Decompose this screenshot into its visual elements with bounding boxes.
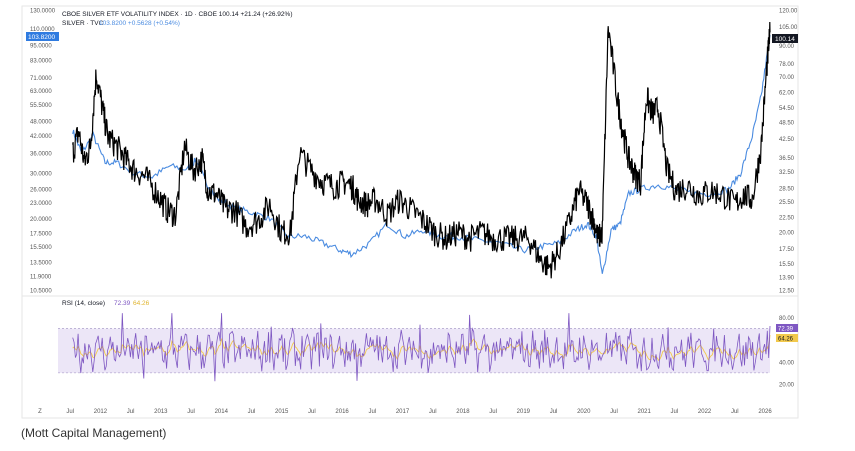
time-axis-tick-label: 2017 bbox=[396, 409, 410, 415]
right-axis-tick-label: 22.50 bbox=[779, 216, 795, 222]
rsi-badge-yellow-bg bbox=[776, 334, 798, 342]
header-silver-value: 103.8200 +0.5628 (+0.54%) bbox=[99, 20, 180, 27]
right-axis-tick-label: 36.50 bbox=[779, 156, 795, 162]
right-axis-tick-label: 78.00 bbox=[779, 62, 795, 68]
right-axis-tick-label: 15.50 bbox=[779, 262, 795, 268]
rsi-ma-value: 64.26 bbox=[133, 300, 150, 307]
left-axis-tick-label: 13.5000 bbox=[30, 261, 52, 267]
time-axis-tick-label: Jul bbox=[66, 409, 74, 415]
right-axis-tick-label: 42.50 bbox=[779, 137, 795, 143]
time-axis-tick-label: 2014 bbox=[215, 409, 229, 415]
time-axis-tick-label: 2021 bbox=[637, 409, 651, 415]
time-axis-tick-label: 2016 bbox=[335, 409, 349, 415]
right-axis-tick-label: 13.90 bbox=[779, 275, 795, 281]
left-axis-tick-label: 30.0000 bbox=[30, 172, 52, 178]
right-axis-tick-label: 54.50 bbox=[779, 106, 795, 112]
left-current-badge-bg bbox=[26, 32, 59, 41]
time-axis-tick-label: 2012 bbox=[94, 409, 108, 415]
right-axis-tick-label: 105.00 bbox=[779, 25, 798, 31]
left-axis-tick-label: 26.0000 bbox=[30, 188, 52, 194]
left-axis-tick-label: 42.0000 bbox=[30, 134, 52, 140]
rsi-ma-line bbox=[72, 334, 771, 362]
time-axis-tick-label: Jul bbox=[308, 409, 316, 415]
right-axis-tick-label: 28.50 bbox=[779, 186, 795, 192]
time-axis-tick-label: Jul bbox=[731, 409, 739, 415]
rsi-series bbox=[72, 313, 771, 382]
time-axis-tick-label: Z bbox=[38, 409, 42, 415]
time-axis-tick-label: Jul bbox=[550, 409, 558, 415]
rsi-axis-tick-label: 80.00 bbox=[779, 316, 795, 322]
right-axis-tick-label: 32.50 bbox=[779, 170, 795, 176]
left-axis-tick-label: 130.0000 bbox=[30, 9, 56, 15]
left-axis-tick-label: 15.5000 bbox=[30, 245, 52, 251]
right-axis-tick-label: 25.50 bbox=[779, 200, 795, 206]
right-current-badge-bg bbox=[772, 34, 798, 43]
rsi-badge-yellow: 64.26 bbox=[778, 337, 794, 343]
image-caption: (Mott Capital Management) bbox=[21, 426, 167, 440]
rsi-line bbox=[72, 313, 771, 382]
right-axis-tick-label: 62.00 bbox=[779, 90, 795, 96]
left-axis-tick-label: 11.9000 bbox=[30, 275, 52, 281]
time-axis-tick-label: 2019 bbox=[517, 409, 531, 415]
time-axis-tick-label: Jul bbox=[187, 409, 195, 415]
left-axis-tick-label: 71.0000 bbox=[30, 76, 52, 82]
volatility-index-line bbox=[72, 21, 771, 279]
time-axis-tick-label: 2022 bbox=[698, 409, 712, 415]
right-current-badge: 100.14 bbox=[775, 36, 795, 43]
rsi-axis-tick-label: 40.00 bbox=[779, 360, 795, 366]
left-axis-tick-label: 36.0000 bbox=[30, 151, 52, 157]
right-axis-tick-label: 48.50 bbox=[779, 121, 795, 127]
time-axis-tick-label: Jul bbox=[248, 409, 256, 415]
left-axis-tick-label: 83.0000 bbox=[30, 58, 52, 64]
left-axis-tick-label: 10.5000 bbox=[30, 289, 52, 295]
left-axis-tick-label: 63.0000 bbox=[30, 89, 52, 95]
time-axis-tick-label: Jul bbox=[429, 409, 437, 415]
right-axis-tick-label: 70.00 bbox=[779, 75, 795, 81]
left-axis-tick-label: 48.0000 bbox=[30, 119, 52, 125]
left-axis-tick-label: 23.0000 bbox=[30, 201, 52, 207]
left-axis-tick-label: 17.5000 bbox=[30, 232, 52, 238]
rsi-badge-purple-bg bbox=[776, 324, 798, 332]
rsi-value: 72.39 bbox=[114, 300, 131, 307]
time-axis: Z Jul 2012 Jul 2013 Jul 2014 Jul 2015 Jul 2016 Jul 2… bbox=[38, 409, 772, 415]
right-axis-tick-label: 12.50 bbox=[779, 289, 795, 295]
time-axis-tick-label: 2026 bbox=[758, 409, 772, 415]
time-axis-tick-label: 2015 bbox=[275, 409, 289, 415]
price-series bbox=[72, 21, 771, 279]
left-axis-tick-label: 20.0000 bbox=[30, 217, 52, 223]
left-axis-tick-label: 95.0000 bbox=[30, 43, 52, 49]
left-axis-tick-label: 110.0000 bbox=[30, 27, 55, 33]
left-axis-tick-label: 55.5000 bbox=[30, 103, 52, 109]
right-axis-tick-label: 120.00 bbox=[779, 9, 798, 15]
rsi-label: RSI (14, close) bbox=[62, 300, 105, 307]
time-axis-tick-label: Jul bbox=[368, 409, 376, 415]
right-price-axis: 120.00 105.00 90.00 78.00 70.00 62.00 54.50 48.… bbox=[779, 9, 798, 295]
time-axis-tick-label: Jul bbox=[489, 409, 497, 415]
header-title: CBOE SILVER ETF VOLATILITY INDEX · 1D · … bbox=[62, 11, 292, 18]
time-axis-tick-label: 2018 bbox=[456, 409, 470, 415]
left-price-axis: 130.0000 110.0000 95.0000 83.0000 71.0000 63.… bbox=[30, 9, 56, 295]
time-axis-tick-label: Jul bbox=[671, 409, 679, 415]
right-axis-tick-label: 90.00 bbox=[779, 44, 795, 50]
time-axis-tick-label: 2013 bbox=[154, 409, 168, 415]
rsi-axis-tick-label: 20.00 bbox=[779, 382, 795, 388]
right-axis-tick-label: 20.00 bbox=[779, 230, 795, 236]
time-axis-tick-label: Jul bbox=[127, 409, 135, 415]
right-axis-tick-label: 17.50 bbox=[779, 247, 795, 253]
rsi-badge-purple: 72.39 bbox=[778, 327, 794, 333]
left-current-badge: 103.8200 bbox=[28, 34, 55, 41]
time-axis-tick-label: 2020 bbox=[577, 409, 591, 415]
time-axis-tick-label: Jul bbox=[610, 409, 618, 415]
header-silver-name: SILVER · TVC bbox=[62, 20, 104, 27]
